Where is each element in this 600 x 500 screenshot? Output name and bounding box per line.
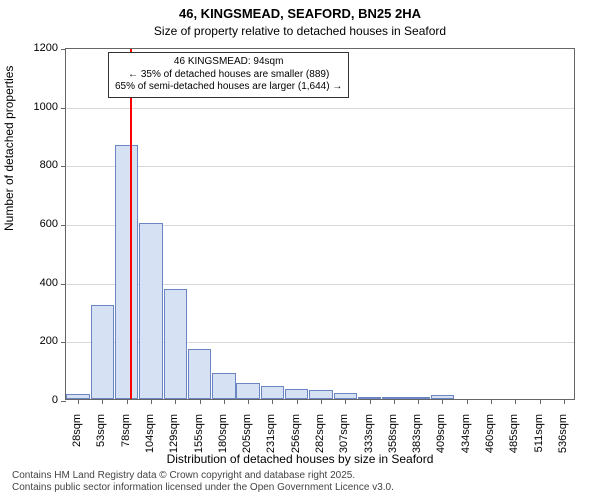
x-tick-label: 536sqm [557, 414, 569, 464]
histogram-bar [91, 305, 114, 399]
plot-area [65, 48, 575, 400]
x-tick-label: 205sqm [241, 414, 253, 464]
x-tick-label: 409sqm [435, 414, 447, 464]
histogram-bar [115, 145, 138, 399]
histogram-bar [285, 389, 308, 399]
x-tick-label: 129sqm [168, 414, 180, 464]
chart-container: 46, KINGSMEAD, SEAFORD, BN25 2HA Size of… [0, 0, 600, 500]
reference-marker-line [130, 49, 132, 399]
footer-line2: Contains public sector information licen… [12, 482, 394, 494]
footer-line1: Contains HM Land Registry data © Crown c… [12, 470, 394, 482]
x-tick-label: 333sqm [363, 414, 375, 464]
x-tick-label: 256sqm [290, 414, 302, 464]
histogram-bar [261, 386, 284, 399]
y-axis-label: Number of detached properties [2, 213, 16, 231]
x-tick-label: 511sqm [533, 414, 545, 464]
gridline [66, 108, 574, 109]
chart-title-line1: 46, KINGSMEAD, SEAFORD, BN25 2HA [0, 6, 600, 21]
y-tick-label: 0 [52, 394, 58, 406]
footer-attribution: Contains HM Land Registry data © Crown c… [12, 470, 394, 494]
y-tick-label: 1200 [34, 42, 58, 54]
x-tick-label: 282sqm [314, 414, 326, 464]
y-tick-label: 800 [40, 159, 58, 171]
x-tick-label: 434sqm [460, 414, 472, 464]
annotation-line: 65% of semi-detached houses are larger (… [115, 81, 342, 94]
y-tick-label: 200 [40, 335, 58, 347]
x-tick-label: 485sqm [508, 414, 520, 464]
x-tick-label: 155sqm [193, 414, 205, 464]
x-tick-label: 358sqm [387, 414, 399, 464]
x-tick-label: 78sqm [120, 414, 132, 464]
y-tick-label: 400 [40, 277, 58, 289]
x-tick-label: 307sqm [338, 414, 350, 464]
histogram-bar [164, 289, 187, 399]
x-tick-label: 460sqm [484, 414, 496, 464]
histogram-bar [236, 383, 259, 399]
chart-title-line2: Size of property relative to detached ho… [0, 24, 600, 38]
x-tick-label: 383sqm [411, 414, 423, 464]
x-tick-label: 104sqm [144, 414, 156, 464]
x-tick-label: 28sqm [71, 414, 83, 464]
gridline [66, 166, 574, 167]
histogram-bar [309, 390, 332, 399]
x-tick-label: 180sqm [217, 414, 229, 464]
histogram-bar [139, 223, 162, 399]
x-tick-label: 231sqm [265, 414, 277, 464]
y-tick-label: 600 [40, 218, 58, 230]
histogram-bar [212, 373, 235, 399]
annotation-line: ← 35% of detached houses are smaller (88… [115, 69, 342, 82]
y-tick-label: 1000 [34, 101, 58, 113]
x-tick-label: 53sqm [95, 414, 107, 464]
annotation-box: 46 KINGSMEAD: 94sqm← 35% of detached hou… [108, 52, 349, 98]
annotation-line: 46 KINGSMEAD: 94sqm [115, 56, 342, 69]
histogram-bar [188, 349, 211, 399]
